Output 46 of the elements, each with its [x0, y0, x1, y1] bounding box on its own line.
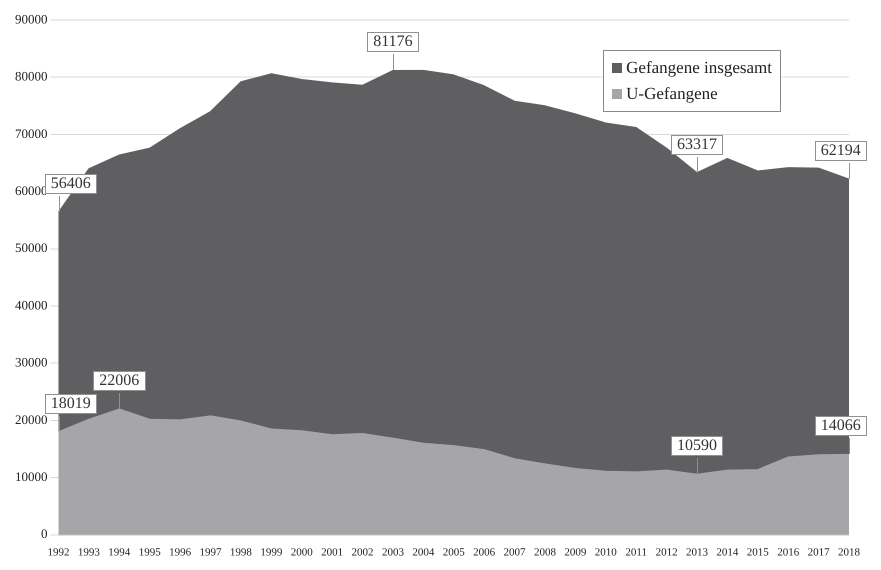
- x-tick-label: 2018: [838, 546, 860, 558]
- y-tick-label: 0: [41, 526, 48, 542]
- x-tick-label: 2007: [504, 546, 526, 558]
- x-tick-label: 2005: [442, 546, 466, 558]
- data-label: 14066: [814, 416, 867, 436]
- x-tick-label: 2011: [625, 546, 647, 558]
- x-tick-label: 2008: [534, 546, 556, 558]
- data-label: 62194: [814, 141, 867, 162]
- data-label: 22006: [93, 370, 146, 391]
- x-tick-label: 1997: [200, 546, 222, 558]
- x-tick-label: 2015: [746, 546, 770, 558]
- y-tick-label: 40000: [15, 297, 48, 312]
- x-tick-label: 1999: [260, 546, 283, 558]
- x-tick-label: 2010: [594, 546, 618, 558]
- x-tick-label: 2006: [473, 546, 496, 558]
- x-tick-label: 1995: [138, 546, 162, 558]
- x-tick-label: 2014: [716, 546, 739, 558]
- x-tick-label: 1994: [108, 546, 131, 558]
- y-tick-label: 50000: [15, 240, 48, 256]
- x-tick-label: 2000: [290, 546, 314, 558]
- x-tick-label: 2004: [412, 546, 435, 558]
- y-tick-label: 80000: [15, 68, 48, 84]
- x-tick-label: 2003: [382, 546, 404, 558]
- x-tick-label: 2017: [808, 546, 830, 558]
- data-label: 63317: [670, 134, 724, 155]
- x-tick-label: 1998: [230, 546, 252, 558]
- x-tick-label: 1993: [78, 546, 100, 558]
- x-tick-label: 1992: [48, 546, 70, 558]
- y-tick-label: 20000: [15, 412, 48, 427]
- x-tick-label: 2002: [352, 546, 374, 558]
- x-tick-label: 1996: [169, 546, 192, 558]
- data-label: 81176: [366, 32, 420, 52]
- data-label: 56406: [50, 175, 91, 192]
- y-tick-label: 90000: [15, 11, 48, 26]
- y-tick-label: 10000: [15, 469, 48, 484]
- x-tick-label: 2009: [564, 546, 587, 558]
- data-label: 18019: [44, 394, 97, 414]
- data-label: 10590: [670, 436, 724, 456]
- x-tick-label: 2016: [777, 546, 800, 558]
- x-tick-label: 2012: [656, 546, 678, 558]
- y-tick-label: 70000: [15, 126, 48, 141]
- x-tick-label: 2013: [686, 546, 708, 558]
- y-tick-label: 30000: [15, 354, 48, 370]
- legend-label: Gefangene insgesamt: [626, 57, 772, 79]
- x-tick-label: 2001: [321, 546, 344, 558]
- legend-label: U-Gefangene: [626, 83, 718, 105]
